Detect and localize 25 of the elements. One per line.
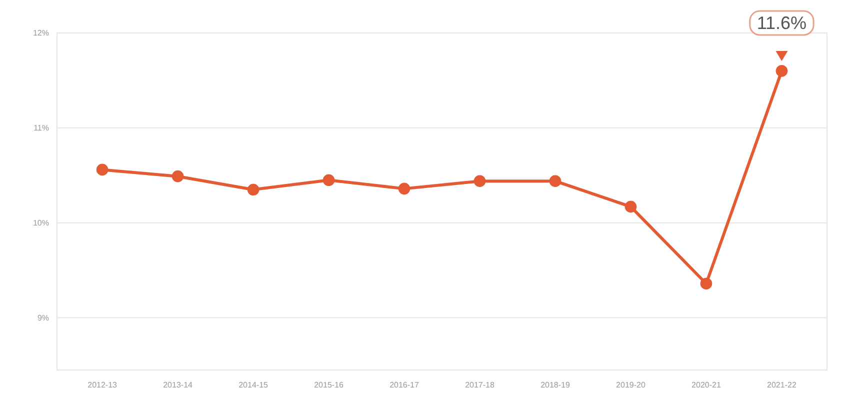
x-tick-label: 2014-15 <box>238 380 269 390</box>
y-tick-label: 11% <box>34 123 49 132</box>
point <box>172 170 184 182</box>
y-tick-label: 12% <box>32 28 49 38</box>
point <box>549 175 562 187</box>
point <box>776 65 788 77</box>
x-tick-label: 2021-22 <box>767 380 797 390</box>
x-tick-label: 2019-20 <box>616 380 646 390</box>
x-tick-label: 2016-17 <box>390 380 420 390</box>
point <box>96 164 108 176</box>
annotation: 11.6% <box>756 12 807 33</box>
point <box>700 278 712 290</box>
point <box>474 175 486 187</box>
point <box>624 200 637 213</box>
point <box>322 174 335 186</box>
x-tick-label: 2017-18 <box>465 380 495 390</box>
x-tick-label: 2020-21 <box>692 380 722 390</box>
x-tick-label: 2015-16 <box>314 380 344 390</box>
point <box>398 182 410 195</box>
x-tick-label: 2012-13 <box>88 380 118 390</box>
y-tick-label: 9% <box>37 313 49 322</box>
x-tick-label: 2013-14 <box>163 380 194 390</box>
y-tick-label: 10% <box>32 218 49 228</box>
x-tick-label: 2018-19 <box>540 380 570 390</box>
point <box>247 184 260 196</box>
